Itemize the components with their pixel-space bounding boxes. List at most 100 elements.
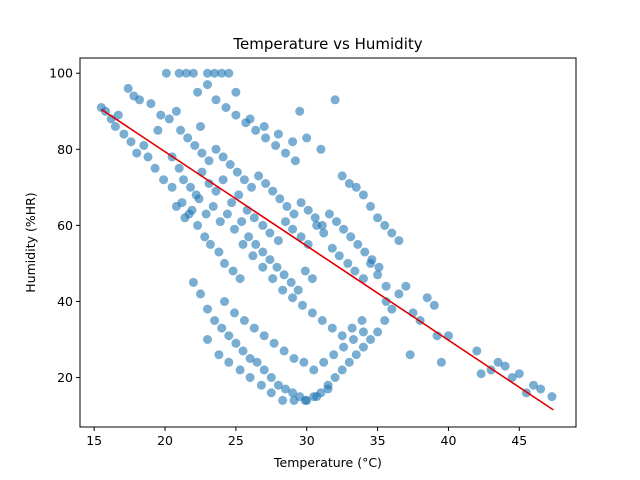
data-point bbox=[281, 148, 290, 158]
plot-frame bbox=[79, 57, 577, 428]
data-point bbox=[360, 247, 370, 257]
data-point bbox=[197, 148, 207, 158]
data-point bbox=[258, 220, 268, 230]
data-point bbox=[329, 350, 339, 360]
data-point bbox=[150, 163, 160, 173]
data-point bbox=[188, 277, 198, 287]
data-point bbox=[228, 266, 238, 276]
data-point bbox=[357, 316, 367, 325]
data-point bbox=[339, 342, 349, 352]
data-point bbox=[350, 266, 360, 276]
data-point bbox=[248, 251, 258, 261]
data-point bbox=[214, 350, 224, 360]
data-point bbox=[316, 144, 326, 154]
data-point bbox=[196, 122, 205, 131]
data-point bbox=[337, 171, 347, 181]
data-point bbox=[249, 323, 259, 333]
trendline-layer bbox=[100, 108, 554, 411]
data-point bbox=[256, 380, 266, 390]
data-point bbox=[547, 392, 557, 402]
data-point bbox=[146, 99, 156, 109]
data-point bbox=[296, 198, 306, 208]
data-point bbox=[123, 83, 133, 93]
data-point bbox=[224, 68, 234, 78]
data-point bbox=[319, 228, 329, 238]
data-point bbox=[303, 205, 313, 215]
data-point bbox=[472, 346, 482, 356]
data-point bbox=[181, 68, 191, 78]
data-point bbox=[296, 232, 306, 242]
data-point bbox=[203, 68, 212, 78]
data-point bbox=[258, 247, 268, 257]
data-point bbox=[273, 380, 283, 390]
y-tick-label: 100 bbox=[49, 66, 73, 81]
data-point bbox=[405, 350, 415, 360]
data-point bbox=[119, 129, 129, 139]
data-point bbox=[259, 331, 269, 341]
data-point bbox=[339, 224, 349, 234]
data-point bbox=[387, 228, 397, 238]
data-point bbox=[193, 220, 203, 230]
data-point bbox=[330, 95, 340, 105]
data-point bbox=[143, 152, 153, 162]
data-point bbox=[268, 186, 278, 196]
data-point bbox=[251, 125, 261, 135]
data-point bbox=[259, 122, 269, 131]
data-point bbox=[347, 323, 357, 333]
data-point bbox=[245, 373, 255, 382]
data-point bbox=[344, 357, 354, 367]
data-point bbox=[281, 217, 290, 227]
data-point bbox=[394, 289, 404, 299]
data-point bbox=[293, 285, 303, 295]
data-point bbox=[327, 243, 337, 253]
data-point bbox=[204, 156, 214, 166]
data-point bbox=[269, 338, 279, 348]
data-point bbox=[265, 255, 275, 265]
data-point bbox=[323, 384, 333, 394]
data-point bbox=[218, 175, 228, 185]
data-point bbox=[218, 152, 228, 162]
data-point bbox=[203, 304, 212, 314]
data-point bbox=[186, 182, 195, 192]
data-point bbox=[224, 357, 234, 367]
data-point bbox=[394, 236, 404, 246]
data-point bbox=[159, 175, 169, 185]
x-axis-label: Temperature (°C) bbox=[273, 455, 382, 470]
data-point bbox=[230, 308, 239, 318]
data-point bbox=[251, 239, 261, 249]
data-point bbox=[295, 106, 305, 116]
data-point bbox=[493, 357, 503, 367]
data-point bbox=[232, 167, 242, 177]
data-point bbox=[265, 228, 275, 238]
data-point bbox=[302, 133, 312, 143]
data-point bbox=[373, 327, 383, 337]
data-point bbox=[203, 80, 212, 90]
x-axis-ticks: 15 20 25 30 35 40 45 bbox=[86, 427, 527, 448]
data-point bbox=[139, 141, 149, 150]
data-point bbox=[171, 201, 181, 211]
data-point bbox=[273, 236, 283, 246]
data-point bbox=[436, 357, 446, 367]
data-point bbox=[220, 258, 229, 268]
data-point bbox=[203, 335, 212, 344]
data-point bbox=[214, 247, 224, 257]
data-point bbox=[278, 285, 288, 295]
data-point bbox=[373, 270, 383, 280]
data-point bbox=[153, 125, 163, 135]
data-point bbox=[507, 373, 517, 382]
data-point bbox=[174, 163, 184, 173]
data-point bbox=[164, 114, 174, 124]
x-tick-label: 20 bbox=[157, 433, 173, 448]
data-point bbox=[299, 357, 309, 367]
data-point bbox=[286, 277, 296, 287]
data-point bbox=[220, 297, 229, 306]
y-tick-label: 80 bbox=[57, 142, 73, 157]
data-point bbox=[358, 190, 368, 200]
data-point bbox=[309, 365, 319, 375]
data-point bbox=[303, 239, 313, 249]
data-point bbox=[298, 300, 307, 310]
y-tick-label: 40 bbox=[57, 294, 73, 309]
data-point bbox=[380, 316, 390, 325]
x-tick-label: 30 bbox=[299, 433, 315, 448]
